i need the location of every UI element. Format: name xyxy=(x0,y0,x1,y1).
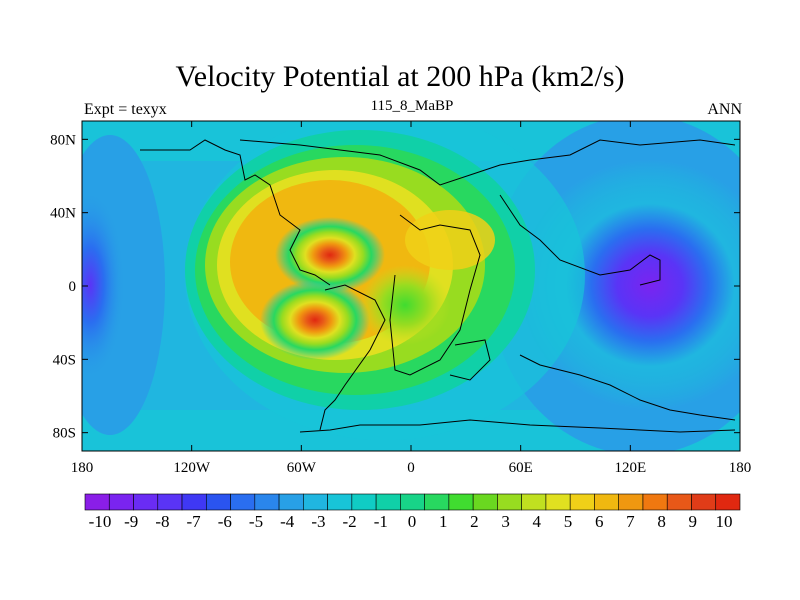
colorbar-swatch xyxy=(133,493,159,511)
y-tick-label: 80N xyxy=(50,132,76,148)
x-tick-label: 180 xyxy=(71,460,94,476)
colorbar-swatch xyxy=(497,493,522,511)
colorbar-swatch xyxy=(472,493,498,511)
europe-africa-outline xyxy=(389,214,481,376)
x-tick-label: 60E xyxy=(509,460,533,476)
x-axis: 180 120W 60W 0 60E 120E 180 xyxy=(71,121,752,476)
colorbar: -10 -9 -8 -7 -6 -5 -4 -3 -2 -1 0 1 2 3 4 5 6 7 8 9 10 xyxy=(84,493,741,531)
colorbar-label: 9 xyxy=(689,512,698,531)
colorbar-label: -4 xyxy=(280,512,295,531)
colorbar-swatch xyxy=(108,493,134,511)
experiment-label: Expt = texyx xyxy=(84,101,167,118)
colorbar-label: 3 xyxy=(501,512,510,531)
colorbar-label: 0 xyxy=(408,512,417,531)
colorbar-swatch xyxy=(375,493,401,511)
colorbar-label: -7 xyxy=(187,512,202,531)
period-label: 115_8_MaBP xyxy=(370,98,454,114)
colorbar-swatch xyxy=(327,493,353,511)
colorbar-label: -6 xyxy=(218,512,232,531)
x-tick-label: 180 xyxy=(729,460,752,476)
colorbar-swatch xyxy=(303,493,328,511)
colorbar-swatch xyxy=(205,493,231,511)
colorbar-label: -9 xyxy=(124,512,138,531)
colorbar-label: -3 xyxy=(311,512,325,531)
colorbar-label: -1 xyxy=(374,512,388,531)
coastlines xyxy=(140,139,736,433)
antarctica-outline xyxy=(299,419,736,433)
colorbar-swatch xyxy=(400,493,425,511)
x-tick-label: 120E xyxy=(614,460,646,476)
chart-title: Velocity Potential at 200 hPa (km2/s) xyxy=(175,60,625,93)
asia-south-outline xyxy=(499,194,661,286)
colorbar-swatch xyxy=(666,493,692,511)
y-tick-label: 80S xyxy=(53,426,76,442)
season-label: ANN xyxy=(707,101,742,118)
colorbar-label: 6 xyxy=(595,512,604,531)
colorbar-swatch xyxy=(448,493,474,511)
colorbar-swatch xyxy=(642,493,668,511)
colorbar-label: 2 xyxy=(470,512,479,531)
contour-field xyxy=(82,121,740,451)
colorbar-swatch xyxy=(278,493,304,511)
colorbar-swatch xyxy=(545,493,571,511)
colorbar-label: 10 xyxy=(716,512,733,531)
colorbar-label: 5 xyxy=(564,512,573,531)
colorbar-swatch xyxy=(569,493,595,511)
colorbar-swatch xyxy=(618,493,644,511)
north-america-outline xyxy=(140,139,331,286)
australia-outline xyxy=(519,354,736,421)
y-tick-label: 0 xyxy=(69,279,77,295)
colorbar-label: -5 xyxy=(249,512,263,531)
colorbar-label: -8 xyxy=(155,512,169,531)
colorbar-label: 8 xyxy=(657,512,666,531)
x-tick-label: 60W xyxy=(287,460,317,476)
colorbar-swatch xyxy=(691,493,717,511)
colorbar-swatch xyxy=(715,493,741,511)
y-tick-label: 40S xyxy=(53,352,76,368)
south-america-outline xyxy=(319,284,386,431)
y-axis: 80N 40N 0 40S 80S xyxy=(50,132,740,442)
colorbar-swatch xyxy=(230,493,256,511)
colorbar-swatch xyxy=(157,493,183,511)
colorbar-swatch xyxy=(84,493,110,511)
colorbar-label: -2 xyxy=(343,512,357,531)
colorbar-label: 4 xyxy=(533,512,542,531)
colorbar-swatch xyxy=(351,493,377,511)
colorbar-swatch xyxy=(424,493,450,511)
colorbar-label: 1 xyxy=(439,512,448,531)
colorbar-swatch xyxy=(594,493,620,511)
colorbar-label: 7 xyxy=(626,512,635,531)
x-tick-label: 0 xyxy=(407,460,415,476)
africa-interior xyxy=(449,339,491,381)
colorbar-swatch xyxy=(254,493,280,511)
colorbar-swatch xyxy=(521,493,547,511)
eurasia-outline xyxy=(239,139,736,186)
x-tick-label: 120W xyxy=(173,460,211,476)
colorbar-swatch xyxy=(181,493,207,511)
y-tick-label: 40N xyxy=(50,206,76,222)
colorbar-label: -10 xyxy=(89,512,112,531)
